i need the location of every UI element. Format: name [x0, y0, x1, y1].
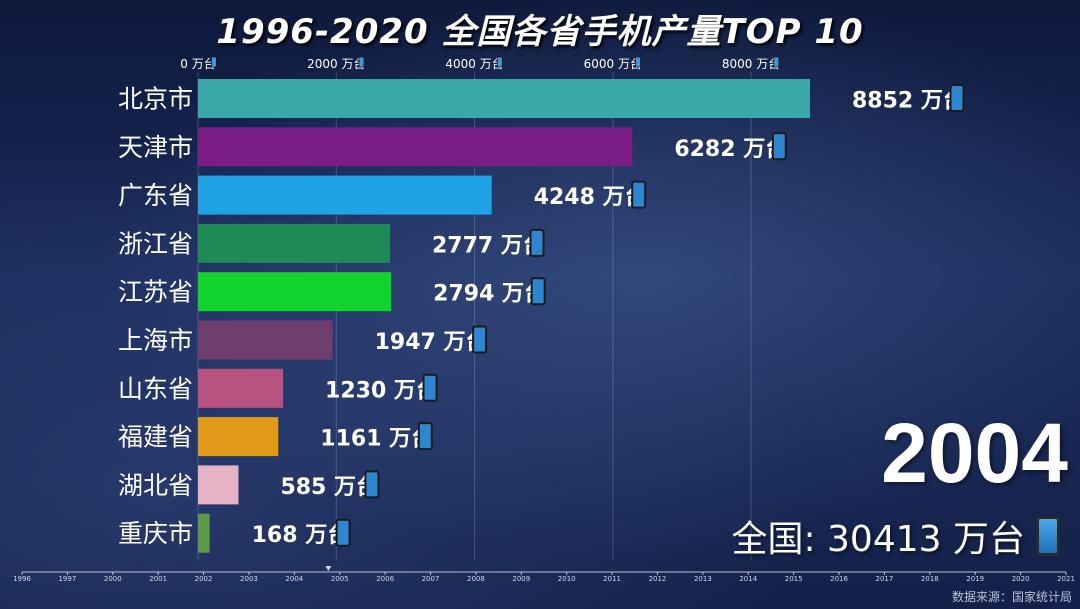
- timeline-marker: [325, 566, 332, 571]
- category-label: 浙江省: [118, 229, 193, 258]
- category-label: 福建省: [118, 423, 193, 452]
- phone-icon: [771, 132, 787, 161]
- bar: [198, 417, 279, 457]
- phone-icon: [949, 84, 965, 112]
- timeline-year-label: 2002: [195, 575, 213, 583]
- phone-icon: [1036, 516, 1060, 556]
- phone-icon: [472, 325, 488, 354]
- category-label: 广东省: [118, 181, 193, 210]
- bar: [198, 368, 284, 408]
- chart-title: 1996-2020 全国各省手机产量TOP 10: [216, 12, 864, 52]
- timeline-year-label: 2020: [1012, 575, 1030, 583]
- value-label: 4248 万台: [534, 184, 647, 210]
- bar: [198, 127, 633, 167]
- timeline-year-label: 2003: [240, 575, 258, 583]
- value-label: 1161 万台: [320, 426, 433, 452]
- timeline-year-label: 2009: [512, 575, 530, 583]
- phone-icon: [529, 228, 545, 257]
- value-label: 1947 万台: [375, 329, 488, 355]
- value-label: 2777 万台: [432, 232, 545, 258]
- timeline-year-label: 2011: [603, 575, 621, 583]
- value-label: 6282 万台: [674, 136, 787, 162]
- phone-icon: [210, 56, 217, 68]
- category-label: 重庆市: [118, 519, 193, 548]
- timeline-year-label: 2016: [830, 575, 848, 583]
- timeline-year-label: 2013: [694, 575, 712, 583]
- x-tick-label: 2000 万台: [307, 56, 365, 71]
- phone-icon: [417, 422, 433, 451]
- value-label: 168 万台: [252, 522, 350, 548]
- phone-icon: [335, 518, 351, 547]
- timeline-year-label: 2017: [876, 575, 894, 583]
- bar: [198, 79, 810, 118]
- category-label: 山东省: [118, 374, 193, 403]
- category-label: 江苏省: [118, 278, 193, 307]
- phone-icon: [773, 56, 780, 68]
- category-label: 上海市: [118, 326, 193, 355]
- timeline-year-label: 1997: [58, 575, 76, 583]
- phone-icon: [631, 180, 647, 209]
- bar: [198, 223, 390, 263]
- timeline-year-label: 2005: [331, 575, 349, 583]
- category-label: 北京市: [118, 85, 193, 114]
- value-label: 585 万台: [280, 474, 378, 500]
- phone-icon: [496, 56, 503, 68]
- timeline-year-label: 2008: [467, 575, 485, 583]
- current-year: 2004: [881, 406, 1068, 500]
- phone-icon: [358, 56, 365, 68]
- value-label: 8852 万台: [852, 88, 965, 114]
- timeline-year-label: 2004: [285, 575, 303, 583]
- bar: [198, 272, 392, 312]
- national-total-text: 全国: 30413 万台: [731, 519, 1025, 560]
- category-label: 天津市: [118, 133, 193, 162]
- data-source: 数据来源：国家统计局: [951, 590, 1072, 604]
- timeline-year-label: 1996: [13, 575, 31, 583]
- timeline-year-label: 2015: [785, 575, 803, 583]
- timeline-year-label: 2014: [739, 575, 757, 583]
- phone-icon: [530, 277, 546, 306]
- x-tick-label: 6000 万台: [584, 56, 642, 71]
- timeline-year-label: 2006: [376, 575, 394, 583]
- bar: [198, 175, 492, 215]
- timeline-year-label: 2019: [966, 575, 984, 583]
- national-total: 全国: 30413 万台: [731, 510, 1060, 562]
- timeline-year-label: 2018: [921, 575, 939, 583]
- timeline-year-label: 2000: [104, 575, 122, 583]
- phone-icon: [635, 56, 641, 68]
- value-label: 2794 万台: [433, 281, 546, 307]
- category-label: 湖北省: [118, 471, 193, 500]
- phone-icon: [364, 470, 380, 499]
- x-tick-label: 0 万台: [180, 56, 215, 71]
- bar: [198, 465, 239, 505]
- timeline-year-label: 2012: [649, 575, 667, 583]
- timeline-year-label: 2001: [149, 575, 167, 583]
- timeline-year-label: 2010: [558, 575, 576, 583]
- x-tick-label: 4000 万台: [445, 56, 503, 71]
- bar: [198, 513, 210, 553]
- phone-icon: [422, 373, 438, 402]
- bar: [198, 320, 333, 360]
- timeline-year-label: 2021: [1057, 575, 1075, 583]
- timeline-year-label: 2007: [422, 575, 440, 583]
- x-tick-label: 8000 万台: [722, 56, 780, 71]
- value-label: 1230 万台: [325, 377, 438, 403]
